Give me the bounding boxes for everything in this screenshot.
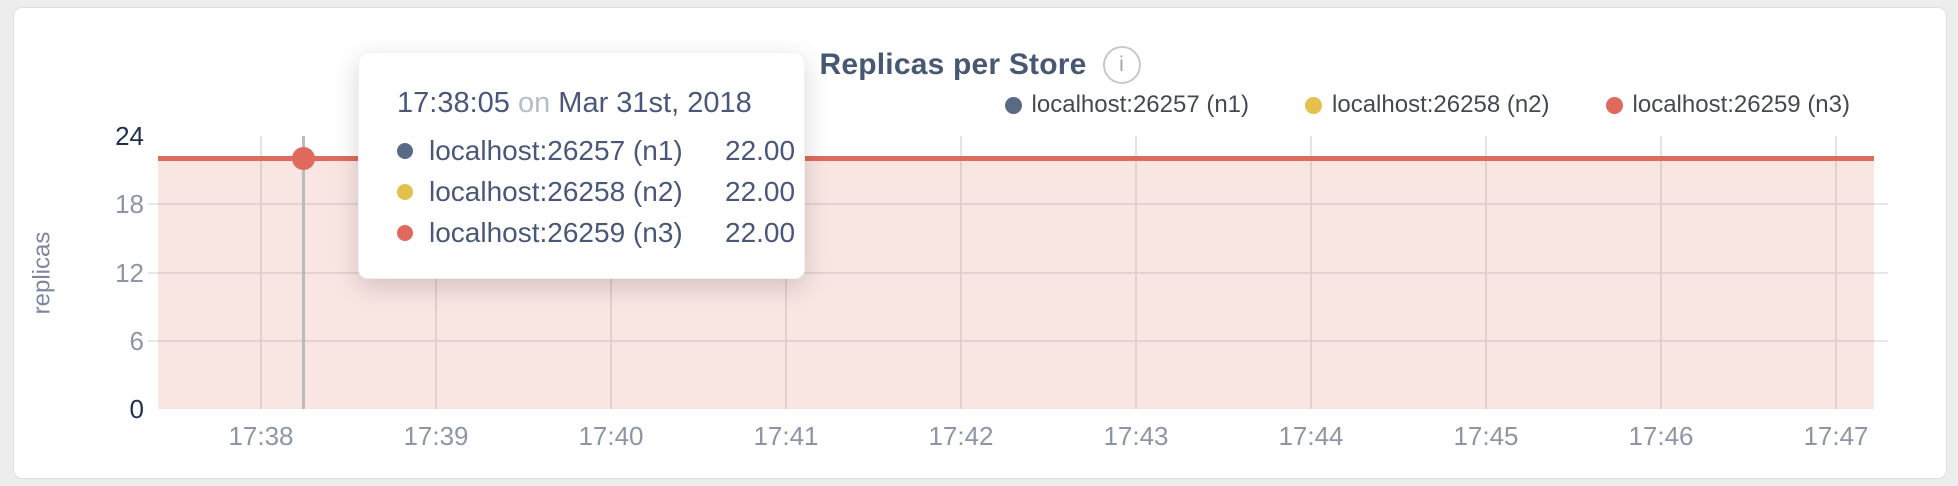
gridline-vertical [1485, 136, 1487, 409]
tooltip-series-label: localhost:26259 (n3) [429, 216, 683, 248]
tooltip-time: 17:38:05 [397, 87, 510, 119]
x-tick-label: 17:41 [753, 421, 819, 451]
tooltip-series-label: localhost:26257 (n1) [429, 134, 683, 166]
hover-tooltip: 17:38:05 on Mar 31st, 2018 localhost:262… [358, 52, 805, 279]
tooltip-series-row: localhost:26257 (n1) 22.00 [397, 130, 804, 171]
x-tick-label: 17:39 [403, 421, 469, 451]
gridline-vertical [1835, 136, 1837, 409]
tooltip-date: Mar 31st, 2018 [558, 87, 752, 119]
y-tick-label: 12 [115, 257, 144, 288]
legend-dot-icon [1305, 96, 1323, 114]
legend-item[interactable]: localhost:26258 (n2) [1305, 91, 1550, 119]
tooltip-series-value: 22.00 [725, 134, 796, 166]
tooltip-series-dot-icon [397, 183, 413, 200]
x-tick-label: 17:47 [1803, 421, 1869, 451]
tooltip-series-label: localhost:26258 (n2) [429, 175, 683, 207]
x-tick-label: 17:45 [1453, 421, 1519, 451]
hover-guideline [301, 136, 305, 409]
chart-legend: localhost:26257 (n1) localhost:26258 (n2)… [1004, 91, 1850, 119]
tooltip-rows: localhost:26257 (n1) 22.00 localhost:26258… [397, 130, 804, 253]
chart-card: Replicas per Store i localhost:26257 (n1… [13, 7, 1947, 479]
legend-item-label: localhost:26259 (n3) [1632, 91, 1850, 118]
y-tick-label: 6 [129, 325, 144, 356]
tooltip-series-value: 22.00 [725, 175, 796, 207]
info-icon[interactable]: i [1102, 46, 1141, 84]
chart-title: Replicas per Store [819, 48, 1087, 81]
legend-item-label: localhost:26257 (n1) [1031, 91, 1250, 118]
legend-dot-icon [1605, 96, 1623, 114]
y-tick-label: 0 [129, 394, 144, 424]
tooltip-series-row: localhost:26259 (n3) 22.00 [397, 212, 804, 253]
tooltip-series-dot-icon [397, 224, 413, 241]
x-tick-label: 17:40 [578, 421, 644, 451]
tooltip-header: 17:38:05 on Mar 31st, 2018 [397, 86, 804, 120]
gridline-vertical [260, 136, 262, 409]
gridline-vertical [1660, 136, 1662, 409]
legend-dot-icon [1004, 96, 1022, 114]
tooltip-series-row: localhost:26258 (n2) 22.00 [397, 171, 804, 212]
chart-header: Replicas per Store i [14, 46, 1946, 84]
hover-point-dot [291, 147, 315, 171]
y-tick-label: 18 [115, 189, 144, 220]
y-tick-label: 24 [115, 121, 144, 151]
x-tick-label: 17:43 [1103, 421, 1169, 451]
series-line [158, 156, 1874, 162]
x-tick-label: 17:42 [928, 421, 994, 451]
gridline-vertical [960, 136, 962, 409]
x-tick-label: 17:44 [1278, 421, 1344, 451]
gridline-horizontal [148, 203, 1888, 206]
info-icon-glyph: i [1119, 53, 1124, 76]
tooltip-conjunction: on [517, 87, 551, 119]
gridline-horizontal [148, 339, 1888, 342]
tooltip-series-value: 22.00 [725, 216, 796, 248]
gridline-vertical [1135, 136, 1137, 409]
legend-item-label: localhost:26258 (n2) [1332, 91, 1550, 118]
gridline-vertical [1310, 136, 1312, 409]
x-tick-label: 17:38 [228, 421, 294, 451]
x-tick-label: 17:46 [1628, 421, 1694, 451]
legend-item[interactable]: localhost:26259 (n3) [1605, 91, 1850, 119]
gridline-horizontal [148, 271, 1888, 274]
tooltip-series-dot-icon [397, 142, 413, 159]
legend-item[interactable]: localhost:26257 (n1) [1004, 91, 1250, 119]
